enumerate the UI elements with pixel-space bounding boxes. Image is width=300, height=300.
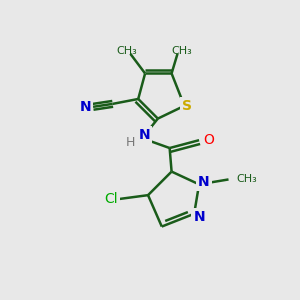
Text: CH₃: CH₃ (116, 46, 137, 56)
Text: S: S (182, 99, 192, 113)
Text: CH₃: CH₃ (236, 174, 257, 184)
Text: N: N (198, 176, 210, 189)
Text: O: O (203, 133, 214, 147)
Text: N: N (138, 128, 150, 142)
Text: CH₃: CH₃ (171, 46, 192, 56)
Text: H: H (126, 136, 135, 148)
Text: Cl: Cl (104, 192, 118, 206)
Text: N: N (80, 100, 91, 114)
Text: N: N (193, 210, 205, 224)
